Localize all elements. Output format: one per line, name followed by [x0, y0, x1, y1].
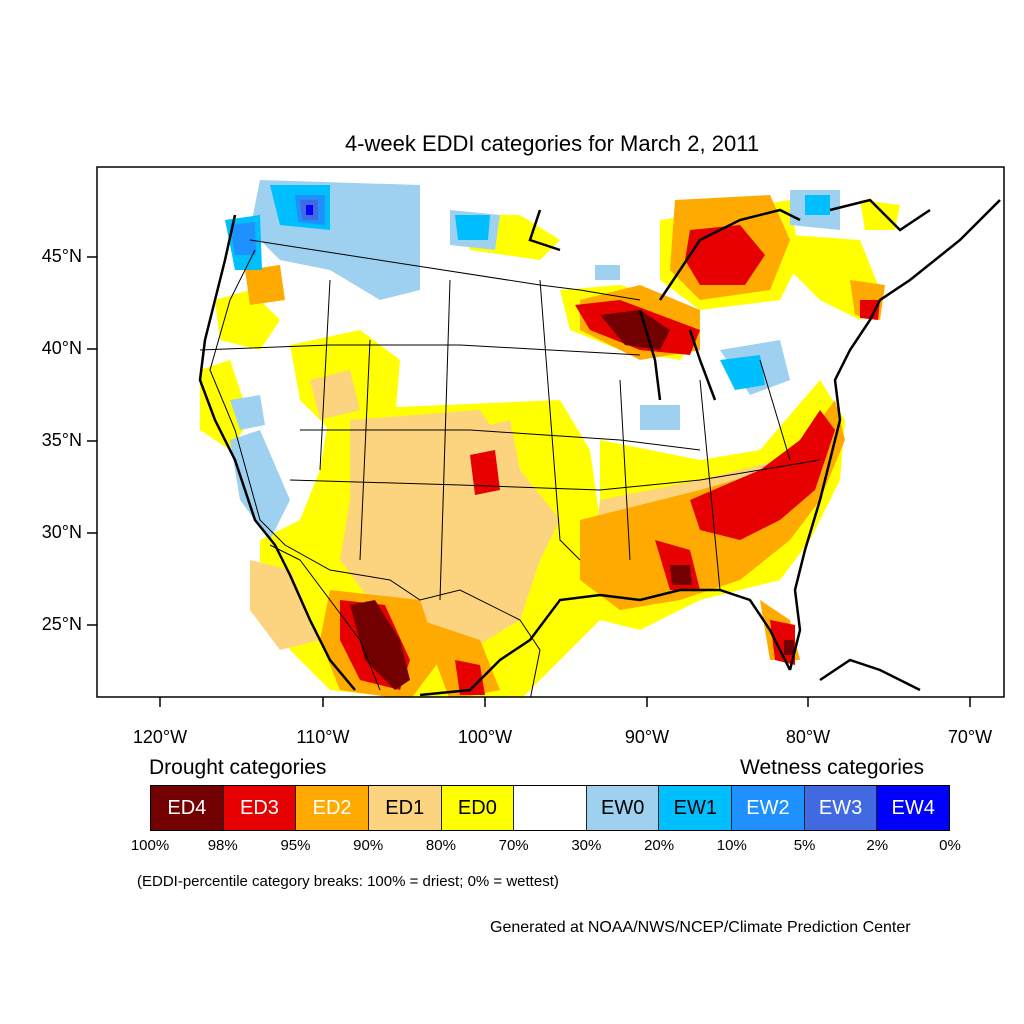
percentile-break-label: 100%	[130, 837, 170, 854]
category-note: (EDDI-percentile category breaks: 100% =…	[137, 873, 559, 890]
drought-categories-heading: Drought categories	[149, 756, 327, 779]
percentile-break-label: 70%	[498, 837, 529, 854]
wetness-categories-heading: Wetness categories	[740, 756, 925, 779]
lat-label-30n: 30°N	[41, 522, 82, 542]
axis-ticks	[87, 256, 971, 707]
percentile-break-label: 95%	[280, 837, 311, 854]
coastline	[198, 198, 1001, 697]
boundary-lines	[199, 239, 821, 697]
lon-label-70w: 70°W	[947, 727, 993, 747]
map-border	[96, 166, 1005, 698]
legend-box-ew2: EW2	[732, 786, 805, 830]
map-title: 4-week EDDI categories for March 2, 2011	[344, 131, 760, 156]
percentile-break-label: 10%	[716, 837, 747, 854]
lon-label-120w: 120°W	[132, 727, 188, 747]
percentile-break-label: 20%	[644, 837, 675, 854]
lat-label-40n: 40°N	[41, 338, 82, 358]
credit-line: Generated at NOAA/NWS/NCEP/Climate Predi…	[490, 919, 911, 936]
lat-label-35n: 35°N	[41, 430, 82, 450]
ed4-regions	[350, 310, 794, 690]
percentile-break-label: 2%	[866, 837, 889, 854]
legend-box-ew1: EW1	[659, 786, 733, 830]
percentile-break-label: 5%	[793, 837, 816, 854]
legend-box-none	[514, 786, 587, 830]
lon-label-80w: 80°W	[785, 727, 831, 747]
legend-box-ew4: EW4	[877, 786, 950, 830]
percentile-break-label: 98%	[207, 837, 238, 854]
lat-label-45n: 45°N	[41, 246, 82, 266]
percentile-break-label: 30%	[571, 837, 602, 854]
category-legend: ED4 ED3 ED2 ED1 ED0 EW0 EW1 EW2 EW3 EW4	[150, 785, 950, 831]
lon-label-90w: 90°W	[624, 727, 670, 747]
ew4-regions	[306, 205, 313, 215]
legend-box-ew3: EW3	[804, 786, 878, 830]
legend-box-ed1: ED1	[368, 786, 442, 830]
lon-label-110w: 110°W	[296, 727, 350, 747]
percentile-break-label: 80%	[425, 837, 456, 854]
percentile-break-label: 90%	[353, 837, 384, 854]
legend-box-ed3: ED3	[223, 786, 297, 830]
lon-label-100w: 100°W	[457, 727, 513, 747]
legend-box-ed4: ED4	[151, 786, 224, 830]
legend-box-ew0: EW0	[586, 786, 660, 830]
legend-box-ed0: ED0	[441, 786, 515, 830]
percentile-break-label: 0%	[939, 837, 961, 854]
eddi-map	[87, 166, 1005, 707]
lat-label-25n: 25°N	[41, 614, 82, 634]
legend-box-ed2: ED2	[296, 786, 369, 830]
